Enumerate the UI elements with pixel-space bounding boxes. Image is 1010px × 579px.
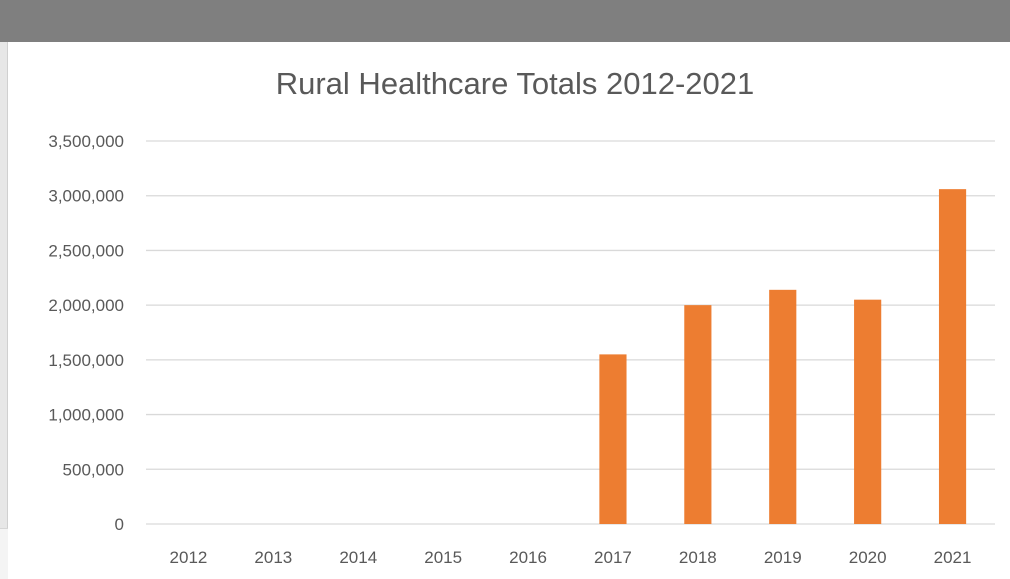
x-tick-label: 2012 <box>170 548 208 567</box>
bar-2020 <box>854 299 882 524</box>
y-tick-label: 500,000 <box>63 460 124 479</box>
x-tick-label: 2018 <box>679 548 717 567</box>
y-tick-label: 2,500,000 <box>48 241 124 260</box>
window-top-bar <box>0 0 1010 42</box>
y-tick-label: 3,500,000 <box>48 132 124 151</box>
grid-lines <box>146 140 995 525</box>
y-tick-label: 0 <box>115 515 124 534</box>
chart-title: Rural Healthcare Totals 2012-2021 <box>275 66 755 101</box>
x-tick-label: 2014 <box>339 548 377 567</box>
x-tick-label: 2016 <box>509 548 547 567</box>
left-panel-notch <box>0 528 8 579</box>
bar-2019 <box>769 289 797 524</box>
left-panel-edge <box>0 42 7 578</box>
bar-2021 <box>938 189 967 525</box>
x-tick-label: 2020 <box>849 548 887 567</box>
x-tick-label: 2015 <box>424 548 462 567</box>
y-tick-label: 1,000,000 <box>48 406 124 425</box>
x-tick-label: 2021 <box>934 548 972 567</box>
bars <box>599 189 967 525</box>
x-tick-label: 2019 <box>764 548 802 567</box>
x-tick-label: 2013 <box>254 548 292 567</box>
y-tick-label: 1,500,000 <box>48 351 124 370</box>
x-tick-label: 2017 <box>594 548 632 567</box>
y-axis-ticks: 0 500,000 1,000,000 1,500,000 2,000,000 2,500… <box>48 132 124 534</box>
y-tick-label: 2,000,000 <box>48 296 124 315</box>
left-panel-divider <box>7 42 8 578</box>
x-axis-ticks: 2012 2013 2014 2015 2016 2017 2018 2019 2020 2021 <box>170 548 972 567</box>
bar-2018 <box>684 305 712 524</box>
y-tick-label: 3,000,000 <box>48 187 124 206</box>
bar-2017 <box>599 354 627 524</box>
